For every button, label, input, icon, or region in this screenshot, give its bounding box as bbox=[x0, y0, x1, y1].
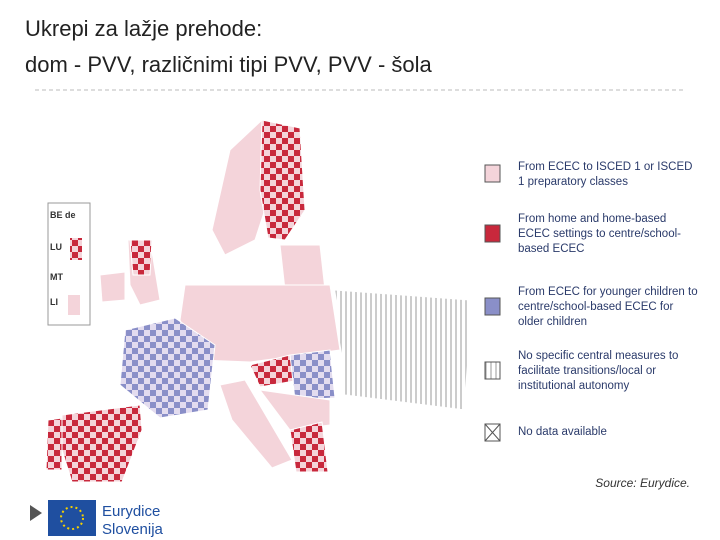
bullet bbox=[30, 505, 42, 521]
legend-text: From ECEC for younger children to centre… bbox=[518, 286, 698, 328]
logo-flag bbox=[48, 500, 96, 536]
logo-name: Eurydice bbox=[102, 503, 160, 520]
legend-cross bbox=[484, 423, 501, 442]
legend-swatch bbox=[484, 297, 501, 316]
logo-country: Slovenija bbox=[102, 521, 164, 538]
region bbox=[289, 349, 336, 401]
region bbox=[219, 379, 293, 469]
inset-label: MT bbox=[50, 272, 63, 282]
region bbox=[259, 119, 306, 241]
logo-stars bbox=[60, 506, 84, 530]
region bbox=[334, 289, 471, 411]
legend-text: No data available bbox=[518, 426, 607, 438]
legend-text: From home and home-based ECEC settings t… bbox=[518, 213, 681, 255]
inset-label: BE de bbox=[50, 210, 76, 220]
region bbox=[99, 271, 126, 303]
region bbox=[61, 404, 143, 483]
region bbox=[258, 389, 331, 431]
region bbox=[279, 244, 326, 291]
inset bbox=[70, 238, 82, 260]
legend-swatch bbox=[484, 224, 501, 243]
region bbox=[289, 421, 329, 473]
region bbox=[119, 317, 216, 419]
title-line: dom - PVV, različnimi tipi PVV, PVV - šo… bbox=[25, 52, 432, 77]
region bbox=[129, 239, 153, 276]
legend-text: No specific central measures to facilita… bbox=[518, 350, 679, 392]
legend-text: From ECEC to ISCED 1 or ISCED 1 preparat… bbox=[518, 161, 693, 188]
legend-swatch bbox=[484, 164, 501, 183]
inset bbox=[68, 295, 80, 315]
source: Source: Eurydice. bbox=[595, 476, 690, 490]
region bbox=[45, 417, 63, 471]
inset-label: LI bbox=[50, 297, 58, 307]
map bbox=[45, 118, 471, 483]
legend-swatch bbox=[484, 361, 501, 380]
inset-label: LU bbox=[50, 242, 62, 252]
title-line: Ukrepi za lažje prehode: bbox=[25, 16, 263, 41]
region bbox=[179, 284, 341, 363]
